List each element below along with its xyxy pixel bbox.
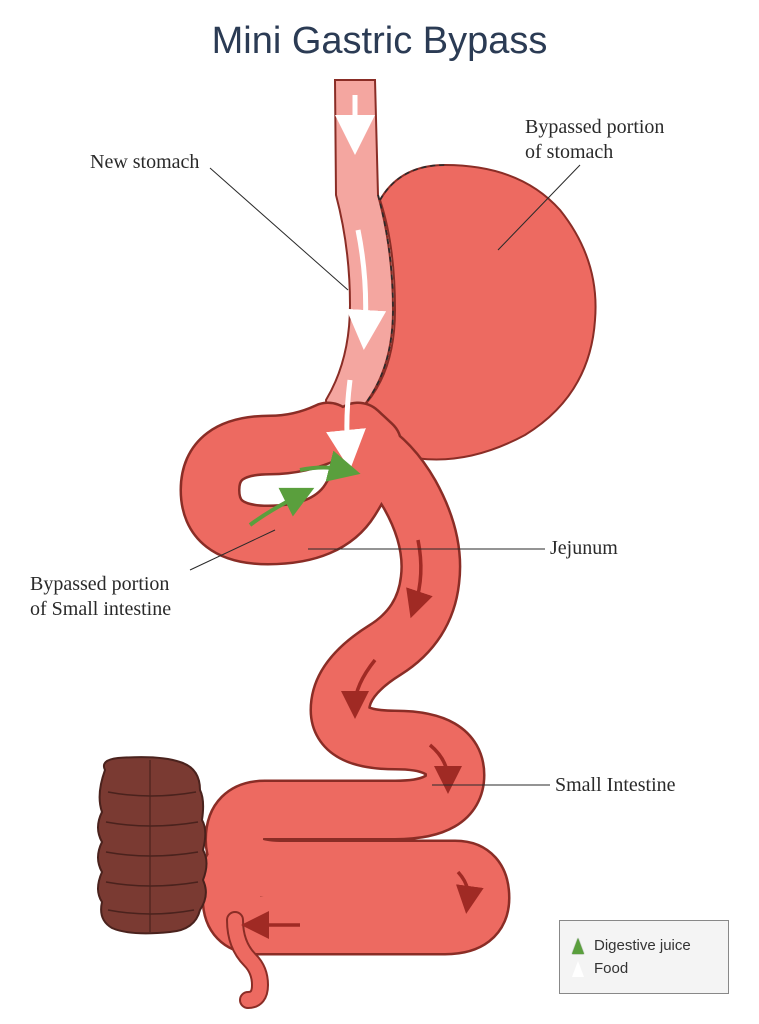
bypassed-stomach-shape	[360, 165, 596, 460]
food-arrow-3	[347, 380, 350, 450]
label-jejunum: Jejunum	[550, 536, 618, 561]
legend-box: Digestive juice Food	[559, 920, 729, 994]
arrow-up-green-icon	[572, 938, 584, 954]
legend-row-digestive-juice: Digestive juice	[572, 937, 716, 954]
legend-label-digestive-juice: Digestive juice	[594, 937, 691, 954]
legend-label-food: Food	[594, 960, 628, 977]
label-bypassed-small-intestine: Bypassed portion of Small intestine	[30, 572, 171, 622]
colon-shape	[98, 757, 207, 933]
arrow-up-white-icon	[572, 961, 584, 977]
label-new-stomach: New stomach	[90, 150, 199, 175]
juice-arrow-2	[300, 468, 345, 471]
label-small-intestine: Small Intestine	[555, 773, 676, 798]
label-bypassed-stomach: Bypassed portion of stomach	[525, 115, 664, 165]
legend-row-food: Food	[572, 960, 716, 977]
